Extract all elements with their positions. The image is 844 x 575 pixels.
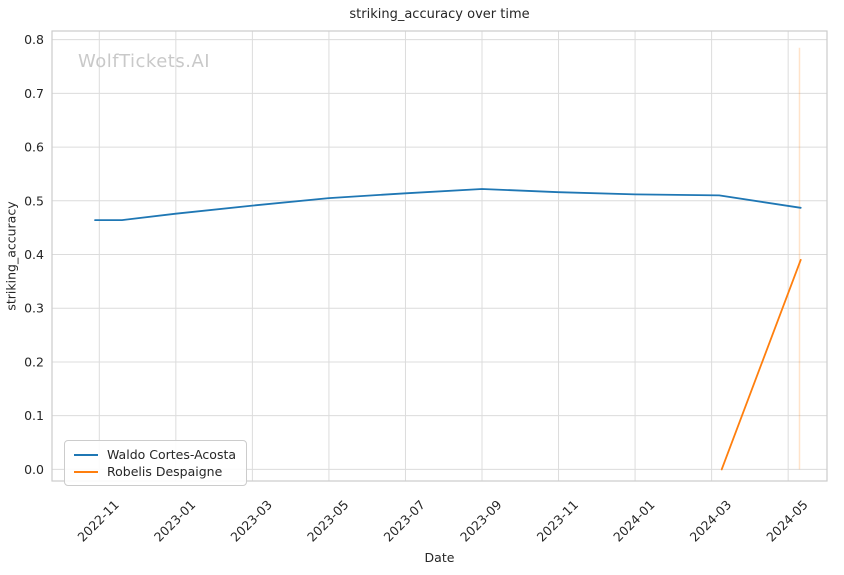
x-tick-label: 2023-09 <box>457 497 505 545</box>
series-line <box>720 258 802 471</box>
x-tick-label: 2023-03 <box>227 497 275 545</box>
x-tick-label: 2023-05 <box>304 497 352 545</box>
legend-label: Robelis Despaigne <box>107 464 223 479</box>
y-axis-label: striking_accuracy <box>3 201 19 311</box>
x-tick-label: 2024-03 <box>687 497 735 545</box>
x-tick-label: 2024-01 <box>610 497 658 545</box>
legend-item: Robelis Despaigne <box>74 463 236 480</box>
y-tick-label: 0.8 <box>24 32 44 47</box>
x-tick-label: 2022-11 <box>74 497 122 545</box>
x-tick-label: 2024-05 <box>763 497 811 545</box>
legend-item: Waldo Cortes-Acosta <box>74 446 236 463</box>
legend: Waldo Cortes-Acosta Robelis Despaigne <box>64 440 248 486</box>
y-tick-label: 0.6 <box>24 140 44 155</box>
chart-title: striking_accuracy over time <box>349 7 530 22</box>
legend-label: Waldo Cortes-Acosta <box>107 447 237 462</box>
x-axis-label: Date <box>424 550 455 565</box>
legend-line-swatch <box>74 470 98 473</box>
y-tick-label: 0.3 <box>24 301 44 316</box>
legend-line-swatch <box>74 453 98 456</box>
x-tick-label: 2023-07 <box>381 497 429 545</box>
y-tick-label: 0.2 <box>24 354 44 369</box>
plot-border <box>51 30 828 482</box>
watermark: WolfTickets.AI <box>78 51 211 72</box>
x-tick-label: 2023-11 <box>534 497 582 545</box>
series-line <box>94 188 802 222</box>
y-tick-label: 0.4 <box>24 247 44 262</box>
y-tick-label: 0.0 <box>24 462 44 477</box>
y-tick-label: 0.1 <box>24 408 44 423</box>
y-tick-label: 0.5 <box>24 193 44 208</box>
y-tick-label: 0.7 <box>24 86 44 101</box>
x-tick-label: 2023-01 <box>151 497 199 545</box>
